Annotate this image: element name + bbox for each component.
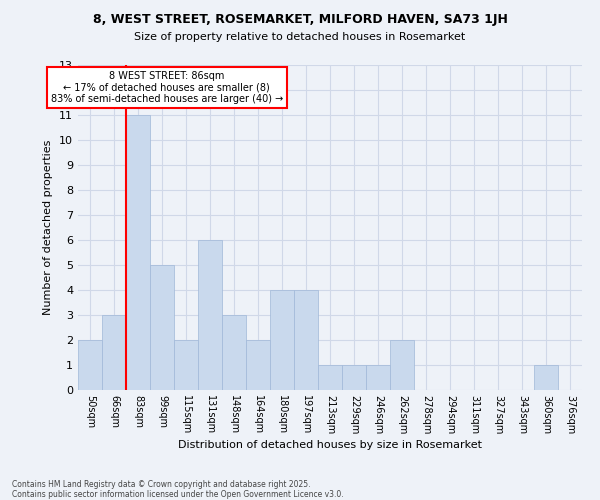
Bar: [270, 290, 294, 390]
Text: Size of property relative to detached houses in Rosemarket: Size of property relative to detached ho…: [134, 32, 466, 42]
Y-axis label: Number of detached properties: Number of detached properties: [43, 140, 53, 315]
Text: 8, WEST STREET, ROSEMARKET, MILFORD HAVEN, SA73 1JH: 8, WEST STREET, ROSEMARKET, MILFORD HAVE…: [92, 12, 508, 26]
Bar: [318, 365, 342, 390]
Bar: [174, 340, 198, 390]
Bar: [126, 115, 150, 390]
Bar: [246, 340, 270, 390]
Bar: [222, 315, 246, 390]
Bar: [102, 315, 126, 390]
Bar: [294, 290, 318, 390]
Bar: [342, 365, 366, 390]
Bar: [150, 265, 174, 390]
Bar: [78, 340, 102, 390]
Text: 8 WEST STREET: 86sqm
← 17% of detached houses are smaller (8)
83% of semi-detach: 8 WEST STREET: 86sqm ← 17% of detached h…: [50, 71, 283, 104]
Bar: [390, 340, 414, 390]
X-axis label: Distribution of detached houses by size in Rosemarket: Distribution of detached houses by size …: [178, 440, 482, 450]
Text: Contains HM Land Registry data © Crown copyright and database right 2025.
Contai: Contains HM Land Registry data © Crown c…: [12, 480, 344, 499]
Bar: [366, 365, 390, 390]
Bar: [534, 365, 558, 390]
Bar: [198, 240, 222, 390]
